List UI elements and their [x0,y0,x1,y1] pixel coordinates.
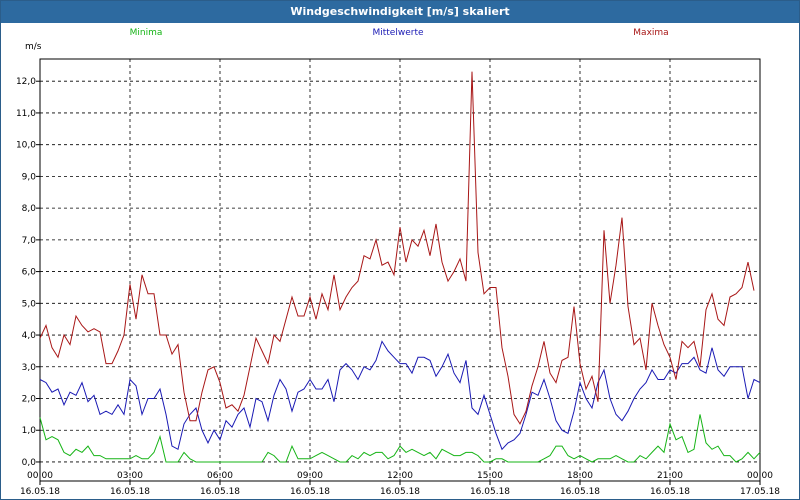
x-tick-time: 06:00 [207,471,233,481]
x-tick-time: 12:00 [387,471,413,481]
x-tick-time: 03:00 [117,471,143,481]
x-tick-time: 21:00 [657,471,683,481]
x-tick-date: 16.05.18 [20,487,60,497]
x-tick-date: 17.05.18 [740,487,780,497]
x-tick-time: 00:00 [27,471,53,481]
x-tick-date: 16.05.18 [290,487,330,497]
x-tick-date: 16.05.18 [200,487,240,497]
y-tick-label: 8,0 [22,204,37,214]
y-tick-label: 12,0 [16,77,36,87]
y-tick-label: 7,0 [22,236,37,246]
x-tick-time: 15:00 [477,471,503,481]
y-tick-label: 6,0 [22,268,37,278]
legend-minima: Minima [130,28,163,38]
y-tick-label: 11,0 [16,109,36,119]
y-tick-label: 4,0 [22,331,37,341]
y-axis-unit: m/s [25,42,42,52]
x-tick-date: 16.05.18 [650,487,690,497]
x-tick-time: 18:00 [567,471,593,481]
y-tick-label: 1,0 [22,426,37,436]
y-tick-label: 2,0 [22,395,37,405]
x-tick-date: 16.05.18 [380,487,420,497]
legend-mittelwerte: Mittelwerte [372,28,423,38]
maxima-series-line [39,71,755,425]
y-tick-label: 10,0 [16,141,36,151]
wind-speed-chart: Minima Mittelwerte Maxima m/s 0,0 1,0 2,0 3… [16,28,780,497]
y-tick-label: 9,0 [22,172,37,182]
minima-series-line [39,414,761,463]
x-tick-date: 16.05.18 [560,487,600,497]
x-tick-time: 09:00 [297,471,323,481]
x-tick-labels: 00:00 16.05.18 03:00 16.05.18 06:00 16.05.18 0… [20,471,780,497]
y-tick-label: 5,0 [22,299,37,309]
mittelwerte-series-line [39,340,761,451]
series-lines [39,71,761,463]
x-tick-date: 16.05.18 [470,487,510,497]
y-tick-label: 3,0 [22,363,37,373]
legend-maxima: Maxima [633,28,668,38]
y-tick-label: 0,0 [22,458,37,468]
grid-layer [40,59,760,481]
x-tick-time: 00:00 [747,471,773,481]
x-tick-date: 16.05.18 [110,487,150,497]
window-title: Windgeschwindigkeit [m/s] skaliert [1,1,799,23]
y-tick-labels: 0,0 1,0 2,0 3,0 4,0 5,0 6,0 7,0 8,0 9,0 10,0 11,0 12… [16,77,40,468]
